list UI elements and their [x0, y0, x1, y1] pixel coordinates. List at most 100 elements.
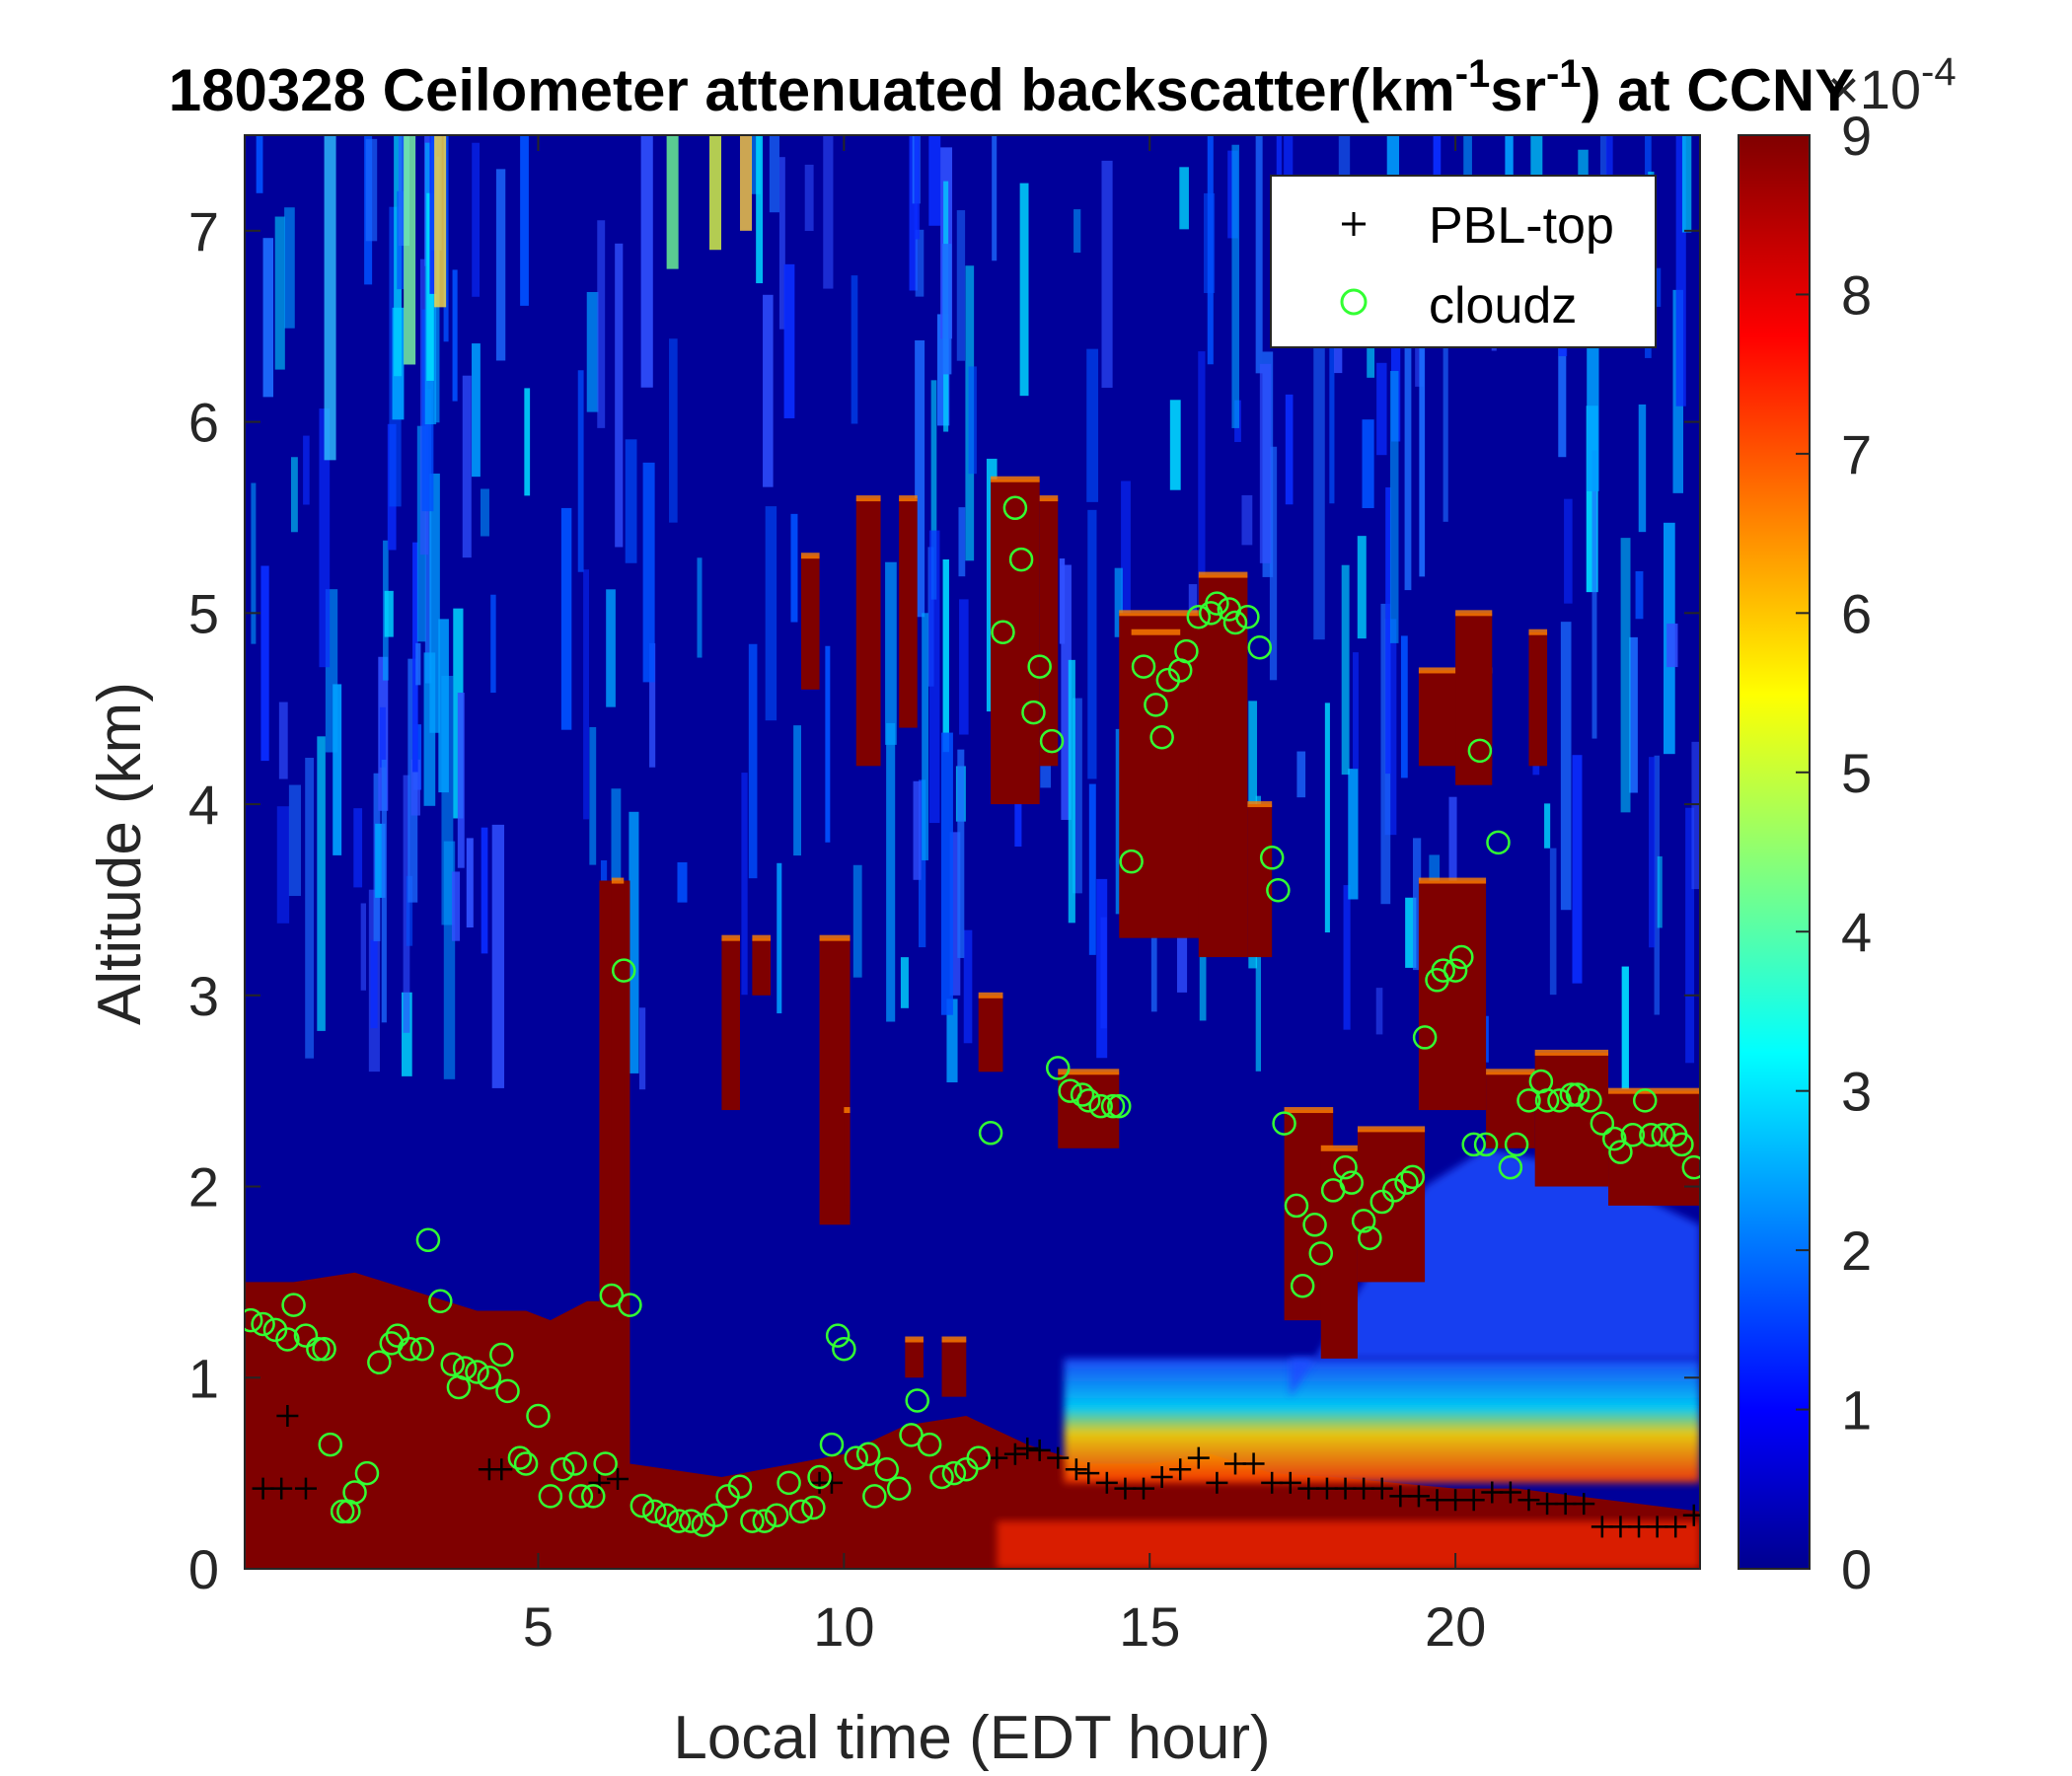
noise-streak — [360, 903, 367, 991]
cloudz-marker — [788, 1499, 814, 1524]
cloudz-marker — [1601, 1126, 1627, 1151]
cloudz-marker — [1517, 1088, 1541, 1113]
noise-streak — [1564, 498, 1573, 604]
noise-streak — [278, 702, 288, 779]
y-tick-label: 5 — [188, 582, 219, 644]
cloudz-marker — [1651, 1122, 1676, 1147]
cloudz-marker — [428, 1289, 453, 1314]
plot-frame — [244, 134, 1701, 1570]
colorbar-tick-label: 4 — [1841, 901, 1872, 963]
noise-streak — [915, 339, 925, 618]
cloudz-marker — [1046, 1056, 1071, 1080]
noise-streak — [1088, 783, 1096, 955]
noise-streak — [1649, 757, 1656, 948]
cloud-layer-block — [905, 1339, 924, 1378]
noise-streak — [790, 513, 798, 623]
noise-streak — [406, 875, 413, 946]
cloudz-marker — [1473, 1132, 1499, 1157]
cloud-edge — [1284, 1107, 1334, 1114]
cloudz-marker — [1639, 1122, 1664, 1147]
cloudz-marker — [886, 1476, 912, 1501]
cloudz-marker — [1620, 1122, 1646, 1147]
noise-streak — [611, 788, 622, 955]
pbl-top-marker — [490, 1458, 513, 1481]
noise-streak — [968, 366, 977, 475]
cloud-layer-block — [855, 498, 881, 767]
y-axis-title: Altitude (km) — [86, 682, 154, 1025]
noise-streak — [1405, 897, 1417, 968]
legend-marker-cloudz — [1340, 288, 1368, 316]
noise-streak — [1560, 622, 1572, 911]
cloudz-marker — [415, 1227, 441, 1253]
cloudz-marker — [1559, 1082, 1585, 1107]
noise-streak — [1019, 183, 1029, 397]
cloudz-marker — [568, 1484, 594, 1509]
pbl-top-marker — [1370, 1477, 1393, 1500]
noise-streak — [1629, 636, 1638, 793]
noise-streak — [756, 135, 764, 284]
cloud-edge — [855, 495, 881, 502]
noise-streak — [490, 594, 496, 694]
noise-streak — [524, 388, 531, 496]
noise-streak — [825, 645, 831, 843]
cloudz-marker — [654, 1503, 679, 1528]
cloudz-marker — [1058, 1078, 1082, 1103]
pbl-transition-band — [1064, 1358, 1700, 1483]
cloudz-marker — [1039, 728, 1065, 754]
cloudz-marker — [1351, 1209, 1376, 1233]
cloudz-marker — [1106, 1093, 1132, 1119]
noise-streak — [1544, 803, 1551, 849]
cloudz-marker — [1266, 877, 1291, 903]
cloudz-marker — [354, 1460, 380, 1486]
noise-streak — [589, 726, 597, 865]
cloudz-marker — [1681, 1154, 1700, 1180]
noise-streak — [640, 135, 653, 388]
cloudz-marker — [306, 1336, 331, 1362]
noise-streak — [1087, 509, 1097, 779]
x-tick-label: 10 — [813, 1595, 874, 1658]
cloudz-marker — [1632, 1088, 1658, 1113]
cloud-edge — [899, 495, 918, 502]
pbl-top-marker — [1028, 1439, 1051, 1461]
noise-streak — [1061, 564, 1072, 820]
noise-streak — [1376, 362, 1387, 456]
noise-streak — [583, 569, 590, 820]
noise-streak — [303, 435, 310, 505]
cloud-edge — [800, 553, 820, 559]
cloudz-marker — [1021, 700, 1046, 725]
cloudz-marker — [281, 1293, 306, 1317]
cloudz-marker — [1565, 1082, 1591, 1107]
cloudz-marker — [611, 958, 636, 983]
noise-streak — [370, 939, 378, 1029]
cloudz-marker — [978, 1121, 1003, 1146]
cloud-edge — [1534, 1049, 1609, 1056]
pbl-top-marker — [820, 1471, 843, 1494]
noise-streak — [290, 457, 298, 533]
noise-streak — [1096, 878, 1108, 1059]
cloudz-marker — [1608, 1140, 1633, 1164]
noise-streak — [638, 1007, 646, 1090]
cloud-edge — [978, 992, 1003, 999]
colorbar-tick-label: 9 — [1841, 105, 1872, 167]
cloudz-marker — [666, 1509, 692, 1533]
noise-streak — [423, 652, 436, 806]
cloudz-marker — [1070, 1082, 1095, 1107]
cloudz-marker — [1400, 1164, 1425, 1190]
cloudz-marker — [312, 1336, 336, 1362]
x-axis: 5 10 15 20 — [523, 135, 1486, 1658]
pbl-top-marker — [1242, 1452, 1265, 1475]
cloudz-marker — [1144, 693, 1168, 717]
cloud-edge — [991, 476, 1040, 482]
noise-streak — [466, 838, 474, 928]
pbl-top-marker — [1389, 1485, 1412, 1508]
cloudz-marker — [1272, 1111, 1296, 1136]
noise-streak — [480, 488, 489, 537]
noise-streak — [1375, 988, 1383, 1035]
noise-streak — [1324, 703, 1330, 933]
cloudz-marker — [495, 1378, 520, 1404]
cloud-edge — [905, 1336, 924, 1343]
noise-streak — [942, 559, 949, 753]
noise-streak — [451, 871, 461, 941]
pbl-top-marker — [1481, 1481, 1504, 1504]
noise-streak — [885, 561, 897, 745]
